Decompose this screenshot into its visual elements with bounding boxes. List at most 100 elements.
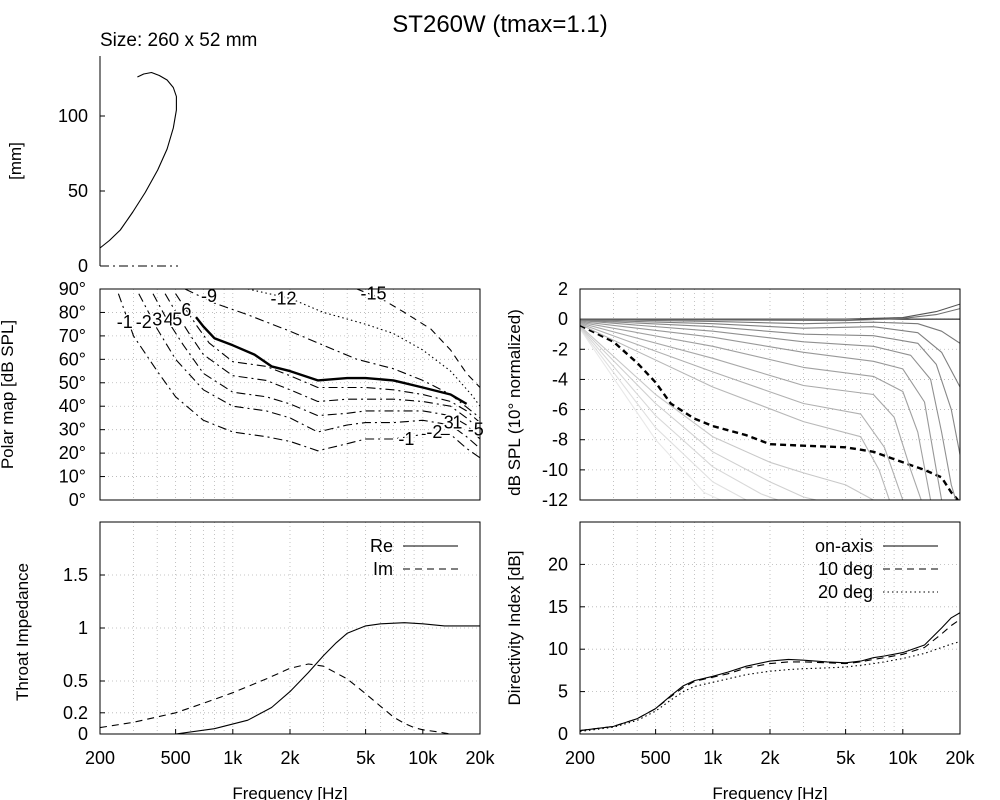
y-tick-label: 30°	[59, 420, 86, 440]
contour-label: -5	[468, 420, 484, 440]
contour-label: 4	[164, 309, 174, 329]
contour-label: 5	[172, 309, 182, 329]
series-line	[580, 308, 960, 322]
x-tick-label: 2k	[760, 748, 780, 768]
throat-impedance-panel: 00.2 0.5 1 1.5 Throat Impedance Re Im 200 500 1k 2…	[13, 521, 496, 800]
x-tick-label: 20k	[945, 748, 975, 768]
y-tick-label: 10	[548, 639, 568, 659]
contour-label: -1	[117, 312, 133, 332]
y-tick-label: 0	[558, 309, 568, 329]
plot-frame	[99, 521, 481, 735]
y-tick-label: 1.5	[63, 565, 88, 585]
series-line	[580, 318, 960, 344]
profile-panel: 0 50 100 [mm] Size: 260 x 52 mm	[6, 30, 257, 276]
series-line	[580, 320, 943, 500]
y-tick-label: 90°	[59, 279, 86, 299]
x-tick-label: 10k	[408, 748, 438, 768]
x-tick-label: 5k	[356, 748, 376, 768]
y-tick-label: -2	[552, 339, 568, 359]
series-line	[100, 663, 451, 734]
x-tick-label: 500	[161, 748, 191, 768]
contour-label: 1	[452, 413, 462, 433]
contour-label: -9	[201, 286, 217, 306]
contour-label: -12	[271, 288, 297, 308]
plot-frame	[579, 521, 961, 735]
x-tick-label: 200	[85, 748, 115, 768]
series-line	[580, 326, 817, 500]
series-line	[580, 323, 904, 500]
contour-line	[138, 293, 480, 449]
series-group	[580, 303, 960, 500]
panel-title: Size: 260 x 52 mm	[100, 30, 257, 51]
plot-frame	[579, 288, 961, 501]
y-axis-label: [mm]	[6, 142, 25, 180]
contour-label: -2	[426, 422, 442, 442]
series-line	[580, 322, 922, 500]
x-tick-label: 5k	[836, 748, 856, 768]
normalized-spl-panel: -12 -10 -8 -6 -4 -2 0 2 dB SPL (10° normalized)	[505, 279, 961, 510]
y-tick-label: 0°	[69, 490, 86, 510]
x-tick-label: 10k	[888, 748, 918, 768]
legend-label: on-axis	[815, 536, 873, 556]
profile-curve	[99, 71, 177, 249]
series-line	[580, 325, 874, 500]
contour-line	[175, 293, 480, 424]
y-tick-label: 70°	[59, 326, 86, 346]
plot-frame	[99, 288, 481, 501]
y-tick-label: 20°	[59, 443, 86, 463]
contour-label: -15	[360, 284, 386, 304]
y-tick-label: 100	[58, 106, 88, 126]
contour-line	[152, 293, 480, 440]
contour-line	[247, 289, 480, 407]
contour-line	[195, 316, 468, 405]
y-tick-label: 0	[558, 724, 568, 744]
x-tick-label: 500	[641, 748, 671, 768]
y-tick-label: 50°	[59, 373, 86, 393]
contour-line	[356, 289, 480, 388]
legend-label: Re	[370, 536, 393, 556]
legend-label: 10 deg	[818, 559, 873, 579]
y-axis-label: Throat Impedance	[13, 563, 32, 701]
series-line	[580, 319, 960, 455]
contour-group	[117, 289, 480, 459]
contour-line	[117, 293, 480, 459]
series-line	[580, 619, 960, 732]
series-line	[580, 641, 960, 733]
y-tick-label: 60°	[59, 349, 86, 369]
directivity-index-panel: 0 5 10 15 20 Directivity Index [dB] on-axis 10 …	[505, 521, 976, 800]
series-line	[580, 303, 960, 320]
y-axis-label: Directivity Index [dB]	[505, 551, 524, 706]
x-tick-label: 200	[565, 748, 595, 768]
x-tick-label: 1k	[703, 748, 723, 768]
y-tick-label: 40°	[59, 396, 86, 416]
contour-line	[164, 293, 480, 431]
y-tick-label: 20	[548, 554, 568, 574]
series-line	[580, 328, 721, 500]
legend-label: Im	[373, 559, 393, 579]
y-tick-label: 0.5	[63, 671, 88, 691]
contour-label: 6	[181, 300, 191, 320]
y-tick-label: -10	[542, 460, 568, 480]
y-tick-label: 0.2	[63, 703, 88, 723]
y-tick-label: -4	[552, 369, 568, 389]
series-line	[580, 324, 959, 500]
x-axis-label: Frequency [Hz]	[712, 784, 827, 800]
y-tick-label: 15	[548, 597, 568, 617]
y-axis-label: dB SPL (10° normalized)	[505, 309, 524, 496]
series-group	[100, 622, 480, 734]
y-axis-label: Polar map [dB SPL]	[0, 320, 17, 469]
legend-label: 20 deg	[818, 582, 873, 602]
series-group	[580, 612, 960, 733]
x-axis-label: Frequency [Hz]	[232, 784, 347, 800]
y-tick-label: 80°	[59, 302, 86, 322]
y-tick-label: -6	[552, 400, 568, 420]
x-tick-label: 20k	[465, 748, 495, 768]
contour-label: -1	[398, 429, 414, 449]
y-tick-label: 2	[558, 279, 568, 299]
y-tick-label: 1	[78, 618, 88, 638]
contour-label: -2	[136, 312, 152, 332]
y-tick-label: 10°	[59, 467, 86, 487]
series-line	[580, 319, 960, 388]
y-tick-label: 5	[558, 682, 568, 702]
series-line	[580, 327, 779, 500]
